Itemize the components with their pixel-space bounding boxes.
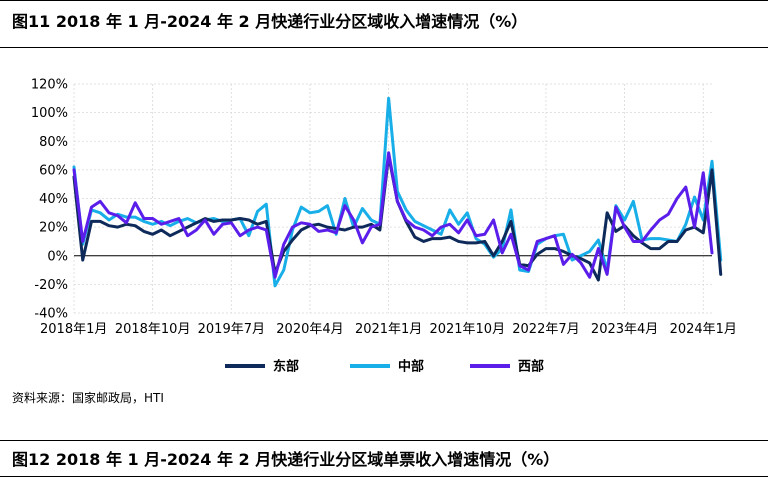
axes: -40% -20% 0% 20% 40% 60% 80% 100% 120% 2018年1月 201…: [31, 78, 737, 338]
next-figure-title: 图12 2018 年 1 月-2024 年 2 月快递行业分区域单票收入增速情况…: [12, 450, 560, 469]
series-line-west: [72, 151, 714, 279]
x-tick-label: 2020年4月: [276, 322, 343, 337]
y-tick-label: 0%: [47, 249, 68, 264]
legend-label-central: 中部: [398, 359, 424, 375]
y-tick-label: -40%: [34, 307, 68, 322]
grid: [73, 83, 712, 314]
y-tick-label: 120%: [31, 78, 68, 93]
y-tick-label: -20%: [34, 278, 68, 293]
x-tick-label: 2022年7月: [512, 322, 579, 337]
y-tick-label: 60%: [39, 163, 68, 178]
x-tick-label: 2018年1月: [40, 322, 107, 337]
line-chart: -40% -20% 0% 20% 40% 60% 80% 100% 120% 2018年1月 201…: [31, 78, 737, 375]
x-tick-label: 2021年10月: [429, 322, 505, 337]
x-tick-label: 2023年4月: [591, 322, 658, 337]
y-tick-label: 100%: [31, 106, 68, 121]
source-note: 资料来源：国家邮政局，HTI: [12, 391, 164, 405]
y-tick-label: 40%: [39, 192, 68, 207]
series-line-central: [72, 96, 723, 288]
divider: [0, 440, 768, 441]
y-tick-label: 20%: [39, 221, 68, 236]
legend-label-east: 东部: [273, 359, 299, 375]
series-lines: [72, 96, 723, 288]
legend: 东部 中部 西部: [225, 359, 544, 375]
x-tick-label: 2024年1月: [670, 322, 737, 337]
x-tick-label: 2021年1月: [355, 322, 422, 337]
y-tick-label: 80%: [39, 135, 68, 150]
legend-label-west: 西部: [518, 359, 544, 375]
figure-title: 图11 2018 年 1 月-2024 年 2 月快递行业分区域收入增速情况（%…: [0, 0, 768, 48]
x-tick-label: 2019年7月: [198, 322, 265, 337]
divider-bottom: [0, 476, 768, 477]
x-tick-label: 2018年10月: [115, 322, 191, 337]
